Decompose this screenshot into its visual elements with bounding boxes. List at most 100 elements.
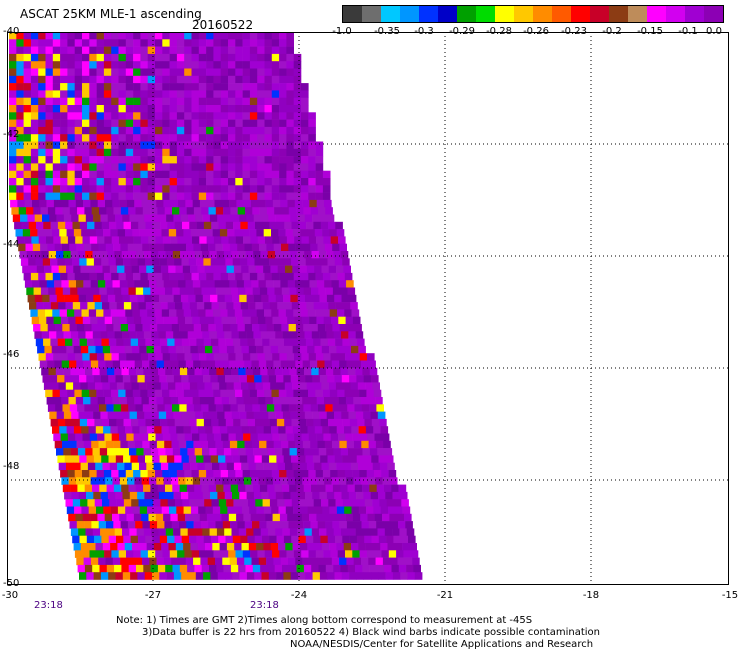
swath-pixel [361,557,369,566]
swath-pixel [23,170,32,179]
swath-pixel [175,302,183,310]
swath-pixel [257,178,265,186]
swath-pixel [176,112,185,120]
swath-pixel [24,199,33,208]
swath-pixel [299,462,308,471]
swath-pixel [242,185,251,193]
swath-pixel [228,68,236,77]
swath-pixel [335,382,344,390]
swath-pixel [173,491,182,500]
swath-pixel [52,68,61,77]
swath-pixel [45,53,54,62]
swath-pixel [152,455,160,463]
swath-pixel [270,543,279,551]
swath-pixel [120,324,129,332]
swath-pixel [247,418,256,427]
swath-pixel [148,316,157,325]
swath-pixel [329,543,337,551]
swath-pixel [133,90,141,98]
swath-pixel [9,32,17,40]
swath-pixel [76,440,85,449]
swath-pixel [148,433,156,442]
swath-pixel [271,178,280,186]
swath-pixel [271,426,279,434]
swath-pixel [225,221,234,230]
swath-pixel [223,404,231,412]
swath-pixel [50,221,59,230]
swath-pixel [387,543,396,551]
swath-pixel [316,477,325,485]
swath-pixel [82,513,91,522]
swath-pixel [30,97,39,106]
swath-pixel [222,360,230,369]
swath-pixel [301,513,310,522]
swath-pixel [202,251,210,259]
swath-pixel [242,53,251,62]
swath-pixel [16,112,24,120]
swath-pixel [288,521,297,529]
swath-pixel [293,470,302,478]
swath-pixel [184,170,192,179]
swath-pixel [116,535,124,544]
swath-pixel [198,83,207,91]
swath-pixel [301,316,310,325]
swath-pixel [157,564,166,573]
swath-pixel [140,119,148,128]
swath-pixel [222,440,231,449]
swath-pixel [16,156,24,164]
swath-pixel [199,236,207,244]
swath-pixel [279,105,287,113]
swath-pixel [318,367,327,376]
swath-pixel [301,192,309,201]
swath-pixel [266,440,274,449]
swath-pixel [136,367,144,376]
swath-pixel [256,345,264,354]
swath-pixel [378,572,386,580]
swath-pixel [255,221,263,230]
swath-pixel [261,375,270,383]
swath-pixel [398,564,407,573]
swath-pixel [266,521,275,529]
swath-pixel [30,46,39,55]
swath-pixel [129,251,137,259]
swath-pixel [163,477,172,485]
swath-pixel [140,90,148,98]
swath-pixel [224,294,233,303]
swath-pixel [300,229,308,237]
swath-pixel [45,126,54,135]
swath-pixel [25,243,34,252]
swath-pixel [286,272,294,281]
swath-pixel [70,484,78,493]
swath-pixel [281,324,289,332]
swath-pixel [168,229,177,237]
swath-pixel [60,272,68,281]
swath-pixel [184,90,192,98]
swath-pixel [388,506,396,515]
swath-pixel [257,141,265,150]
swath-pixel [228,105,236,113]
swath-pixel [118,353,127,361]
swath-pixel [171,360,179,369]
swath-pixel [163,199,171,208]
swath-pixel [88,229,97,237]
swath-pixel [16,90,24,98]
swath-pixel [168,543,177,551]
swath-pixel [169,68,178,77]
swath-pixel [146,229,155,237]
swath-pixel [52,46,61,55]
swath-pixel [293,61,302,69]
swath-pixel [133,513,142,522]
swath-pixel [336,506,345,515]
swath-pixel [278,345,286,354]
swath-pixel [386,499,395,507]
swath-pixel [111,170,119,179]
swath-pixel [279,148,287,157]
swath-pixel [74,39,83,47]
swath-pixel [217,375,226,383]
swath-pixel [42,214,50,223]
swath-pixel [258,557,267,566]
swath-pixel [191,170,200,179]
swath-pixel [283,375,291,383]
swath-pixel [129,214,138,223]
swath-pixel [94,338,102,347]
